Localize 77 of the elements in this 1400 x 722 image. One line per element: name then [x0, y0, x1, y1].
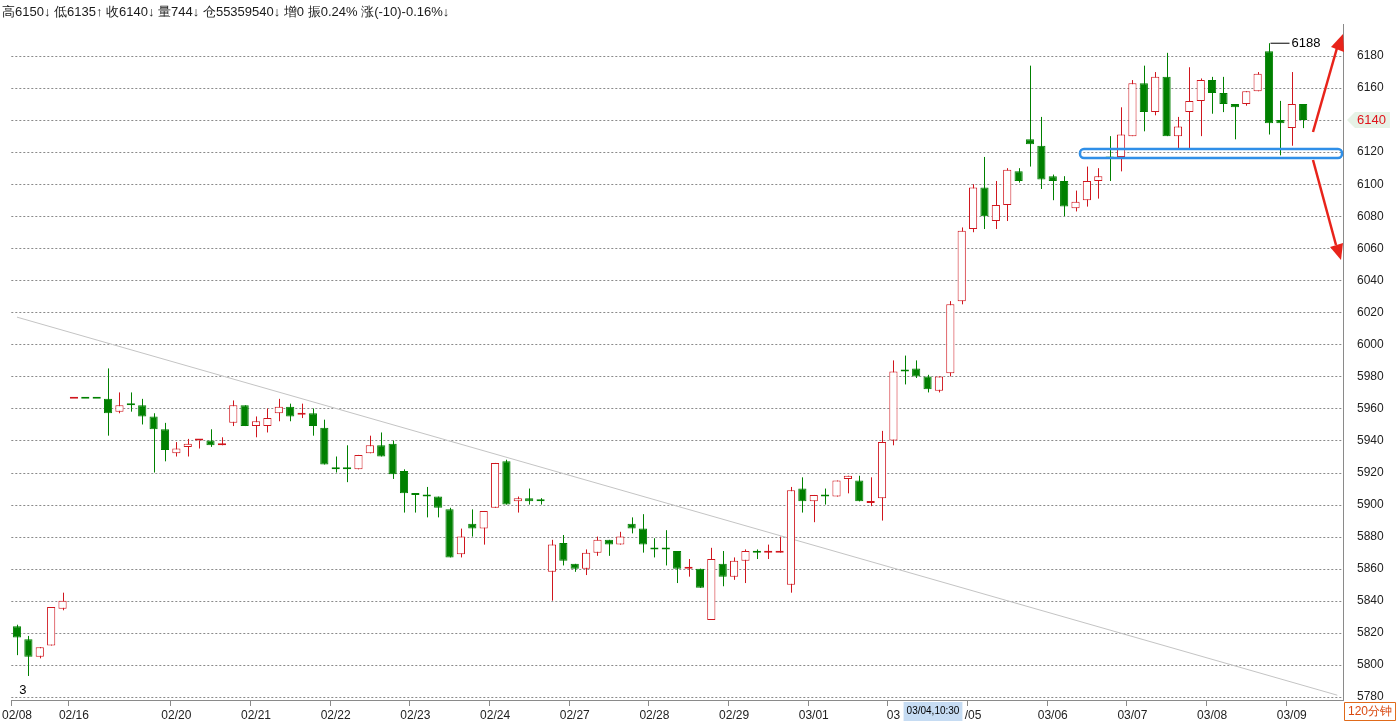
x-tick-label: 02/27: [559, 707, 591, 722]
x-tick-label: 03: [886, 707, 901, 722]
chart-title: 高6150↓ 低6135↑ 收6140↓ 量744↓ 仓55359540↓ 增0 振0.24% 涨(-10)-0.16%↓: [2, 3, 450, 19]
text: 6140: [1357, 111, 1386, 127]
candlestick: [638, 513, 648, 554]
y-tick-label: 6120: [1357, 144, 1385, 159]
x-tick-label: /05: [964, 707, 982, 722]
y-tick-label: 6020: [1357, 304, 1385, 319]
candlestick: [103, 367, 113, 437]
y-tick-label: 5780: [1357, 689, 1385, 704]
candlestick: [149, 412, 158, 474]
candlestick: [468, 508, 477, 538]
annotation: 6188: [1291, 34, 1321, 50]
x-tick-label: 03/01: [798, 707, 830, 722]
x-tick-label: 02/29: [719, 707, 750, 722]
x-tick-label: 02/28: [639, 707, 670, 722]
text: 120分钟: [1348, 704, 1393, 719]
x-tick-label: 02/21: [241, 707, 272, 722]
candlestick: [718, 550, 727, 587]
candlestick: [559, 534, 568, 566]
candlestick: [741, 548, 750, 584]
x-tick-label: 02/22: [320, 707, 352, 722]
x-tick-label: 02/24: [480, 707, 511, 722]
candlestick: [1196, 77, 1205, 137]
x-tick-label: 02/16: [58, 707, 90, 722]
y-tick-label: 6160: [1357, 80, 1385, 95]
x-tick-label: 03/08: [1197, 707, 1228, 722]
y-tick-label: 5860: [1357, 560, 1385, 575]
y-tick-label: 6060: [1357, 240, 1385, 255]
candlestick: [1299, 103, 1308, 129]
x-tick-label: 03/06: [1037, 707, 1069, 722]
x-tick-label: 02/08: [2, 707, 33, 722]
candlestick: [1071, 190, 1080, 212]
y-tick-label: 6180: [1357, 48, 1385, 63]
candlestick: [24, 635, 33, 677]
candlestick: [115, 391, 124, 414]
y-tick-label: 5940: [1357, 432, 1385, 447]
candlestick: [456, 528, 465, 558]
candlestick: [729, 556, 739, 581]
candlestick: [1048, 174, 1057, 201]
candlestick: [991, 180, 1000, 230]
candlestick: [399, 468, 409, 514]
candlestick: [479, 510, 488, 546]
y-tick-label: 5800: [1357, 657, 1385, 672]
candlestick: [1025, 65, 1035, 168]
candlestick: [1219, 76, 1228, 113]
candlestick: [1287, 71, 1296, 147]
candlestick: [138, 398, 147, 425]
candlestick: [160, 422, 170, 462]
y-tick-label: 6100: [1357, 176, 1385, 191]
candlestick: [251, 415, 261, 438]
y-tick-label: 6080: [1357, 208, 1385, 223]
y-tick-label: 5820: [1357, 625, 1385, 640]
candlestick: [377, 431, 386, 458]
candlestick: [673, 550, 682, 584]
candlestick: [582, 548, 591, 576]
y-tick-label: 5960: [1357, 400, 1385, 415]
candlestick: [1082, 166, 1092, 208]
y-tick-label: 5840: [1357, 592, 1385, 607]
candlestick: [855, 475, 864, 502]
y-tick-label: 5980: [1357, 368, 1385, 383]
y-tick-label: 5900: [1357, 496, 1385, 511]
y-tick-label: 6040: [1357, 272, 1385, 287]
candlestick: [1185, 66, 1194, 150]
annotation: 3: [19, 681, 27, 697]
y-tick-label: 6000: [1357, 336, 1385, 351]
y-tick-label: 5880: [1357, 528, 1385, 543]
candlestick: [1060, 175, 1069, 217]
x-tick-label: 03/07: [1117, 707, 1148, 722]
x-tick-label: 02/23: [400, 707, 431, 722]
candlestick: [229, 399, 238, 427]
x-tick-label: 02/20: [161, 707, 192, 722]
candlestick: [798, 476, 807, 514]
text: 03/04,10:30: [906, 704, 960, 716]
y-tick-label: 5920: [1357, 464, 1385, 479]
candlestick: [1094, 167, 1103, 200]
x-tick-label: 03/09: [1276, 707, 1308, 722]
